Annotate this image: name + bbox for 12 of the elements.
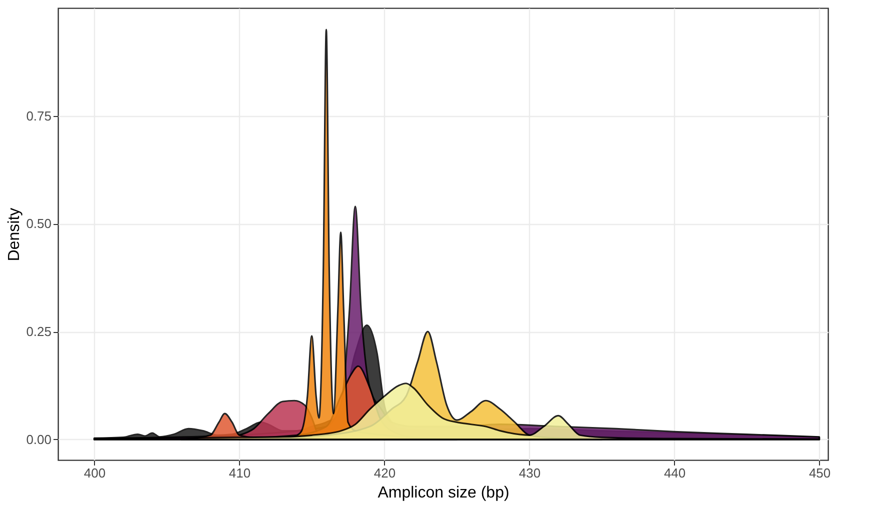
x-tick-label: 430: [518, 466, 541, 480]
x-tick-label: 400: [84, 466, 106, 480]
y-tick-label: 0.00: [26, 432, 52, 447]
x-tick-label: 450: [808, 466, 831, 480]
y-tick-label: 0.50: [26, 216, 52, 232]
y-tick-label: 0.75: [26, 108, 52, 124]
y-tick-label: 0.25: [26, 324, 52, 340]
y-axis-title: Density: [6, 208, 24, 262]
x-tick-label: 410: [228, 466, 251, 480]
x-tick-label: 420: [374, 466, 396, 480]
x-tick-label: 440: [664, 466, 686, 480]
x-axis-title: Amplicon size (bp): [378, 484, 510, 502]
